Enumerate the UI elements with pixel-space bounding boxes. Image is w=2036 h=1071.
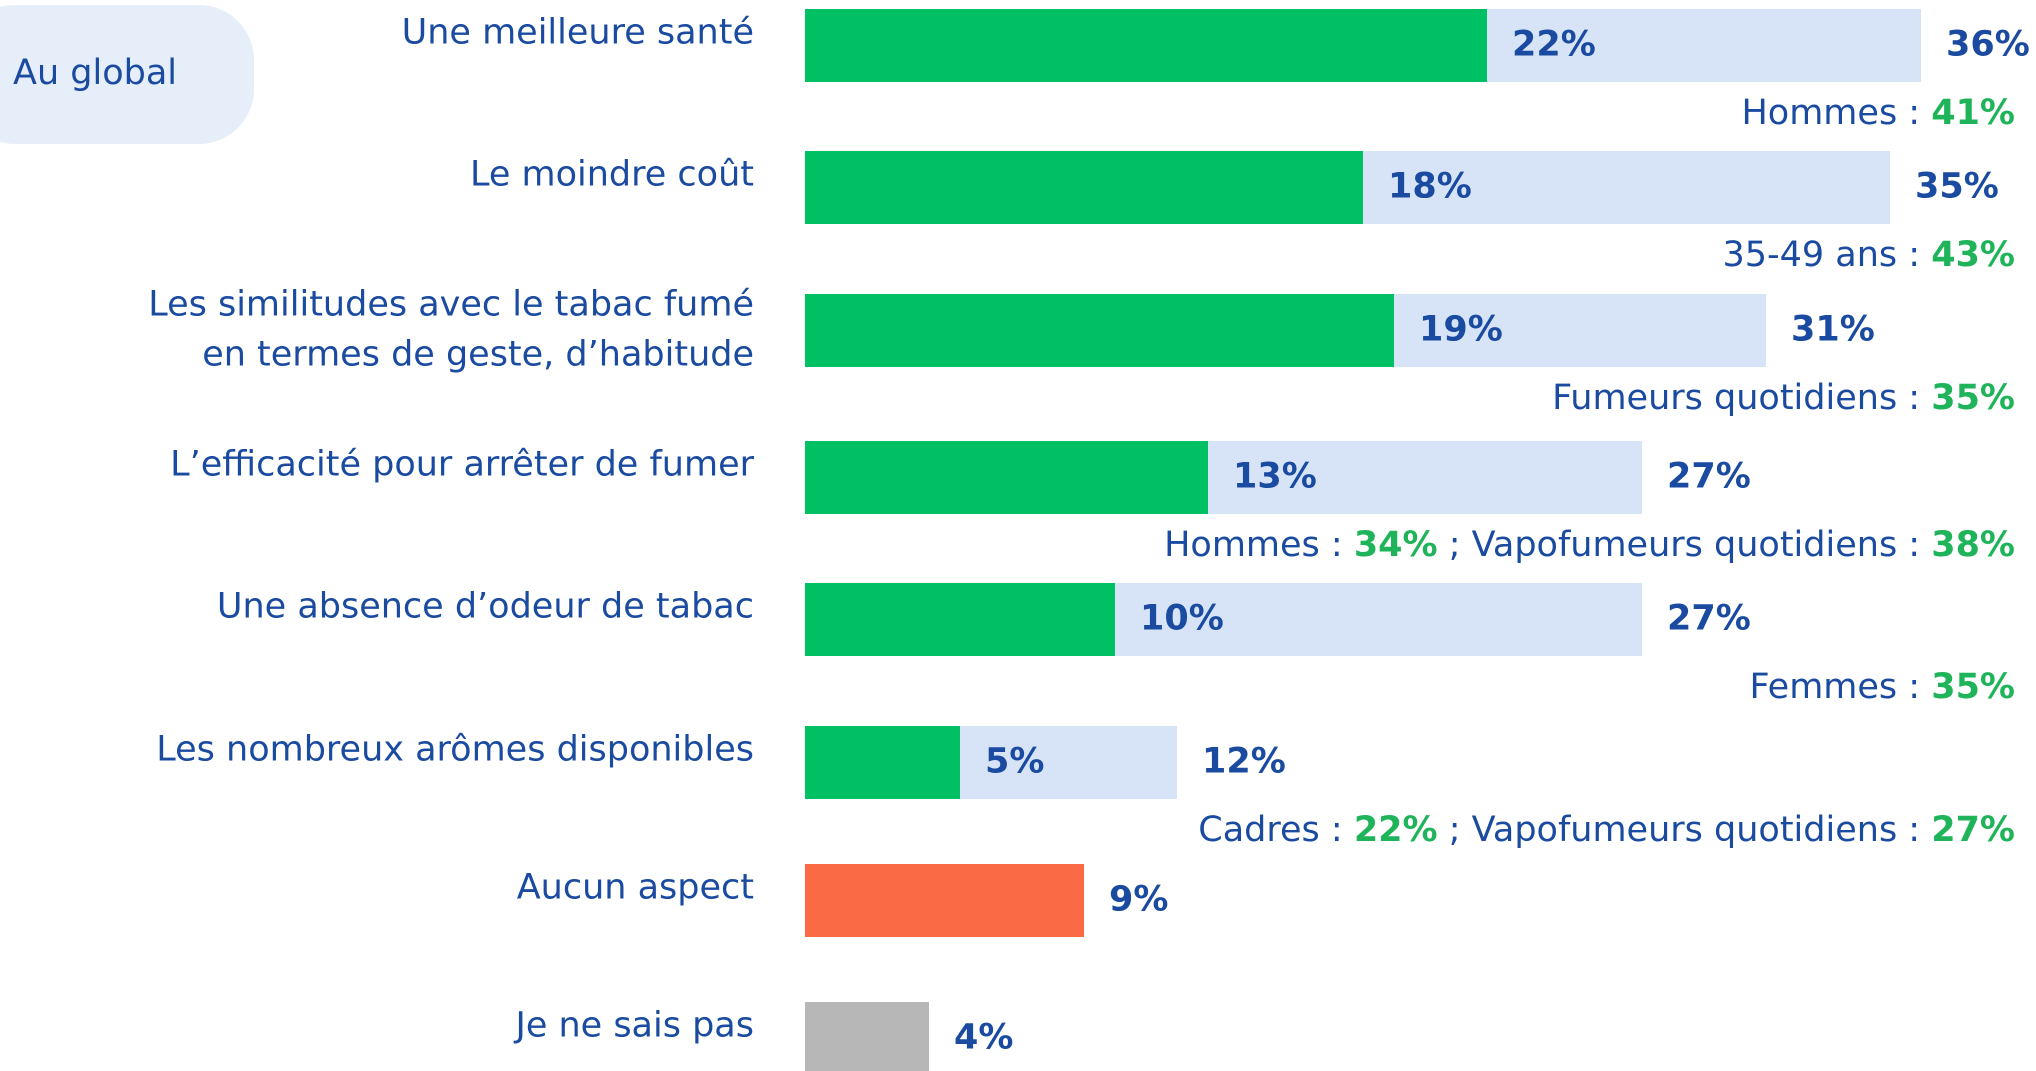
note-part: 22% — [1354, 810, 1438, 850]
subgroup-note: Hommes : 34% ; Vapofumeurs quotidiens : … — [1164, 525, 2015, 565]
value-label: 12% — [1202, 742, 1286, 782]
category-label: Une meilleure santé — [402, 13, 754, 53]
note-part: Hommes : — [1164, 525, 1354, 565]
bar — [805, 441, 1208, 514]
bar — [805, 583, 1115, 656]
note-part: 43% — [1931, 235, 2015, 275]
value-label: 19% — [1419, 310, 1503, 350]
note-part: Femmes : — [1749, 667, 1931, 707]
value-label: 27% — [1667, 599, 1751, 639]
bar — [805, 9, 1487, 82]
category-label: Les similitudes avec le tabac fumé — [148, 285, 754, 325]
bar — [805, 151, 1363, 224]
subgroup-note: Hommes : 41% — [1741, 93, 2015, 133]
category-label: Une absence d’odeur de tabac — [217, 587, 754, 627]
subgroup-note: Fumeurs quotidiens : 35% — [1552, 378, 2015, 418]
category-label: Les nombreux arômes disponibles — [156, 730, 754, 770]
note-part: 35-49 ans : — [1722, 235, 1931, 275]
note-part: ; Vapofumeurs quotidiens : — [1438, 810, 1932, 850]
value-label: 35% — [1915, 167, 1999, 207]
category-label: en termes de geste, d’habitude — [202, 335, 754, 375]
category-label: Le moindre coût — [470, 155, 754, 195]
bar — [805, 294, 1394, 367]
value-label: 27% — [1667, 457, 1751, 497]
note-part: Fumeurs quotidiens : — [1552, 378, 1931, 418]
note-part: 35% — [1931, 667, 2015, 707]
category-label: Aucun aspect — [517, 868, 754, 908]
value-label: 10% — [1140, 599, 1224, 639]
bar — [805, 1002, 929, 1071]
note-part: 34% — [1354, 525, 1438, 565]
subgroup-note: 35-49 ans : 43% — [1722, 235, 2015, 275]
note-part: ; Vapofumeurs quotidiens : — [1438, 525, 1932, 565]
value-label: 36% — [1946, 25, 2030, 65]
note-part: 27% — [1931, 810, 2015, 850]
value-label: 13% — [1233, 457, 1317, 497]
value-label: 4% — [954, 1018, 1013, 1058]
category-label: L’efficacité pour arrêter de fumer — [170, 445, 755, 485]
value-label: 31% — [1791, 310, 1875, 350]
category-label: Je ne sais pas — [514, 1006, 755, 1046]
note-part: 35% — [1931, 378, 2015, 418]
bar — [805, 726, 960, 799]
note-part: 38% — [1931, 525, 2015, 565]
note-part: Cadres : — [1198, 810, 1354, 850]
value-label: 9% — [1109, 880, 1168, 920]
tag-pill — [0, 5, 254, 144]
tag: Au global — [13, 53, 177, 93]
value-label: 18% — [1388, 167, 1472, 207]
value-label: 5% — [985, 742, 1044, 782]
note-part: 41% — [1931, 93, 2015, 133]
note-part: Hommes : — [1741, 93, 1931, 133]
subgroup-note: Femmes : 35% — [1749, 667, 2015, 707]
subgroup-note: Cadres : 22% ; Vapofumeurs quotidiens : … — [1198, 810, 2015, 850]
bar — [805, 864, 1084, 937]
value-label: 22% — [1512, 25, 1596, 65]
